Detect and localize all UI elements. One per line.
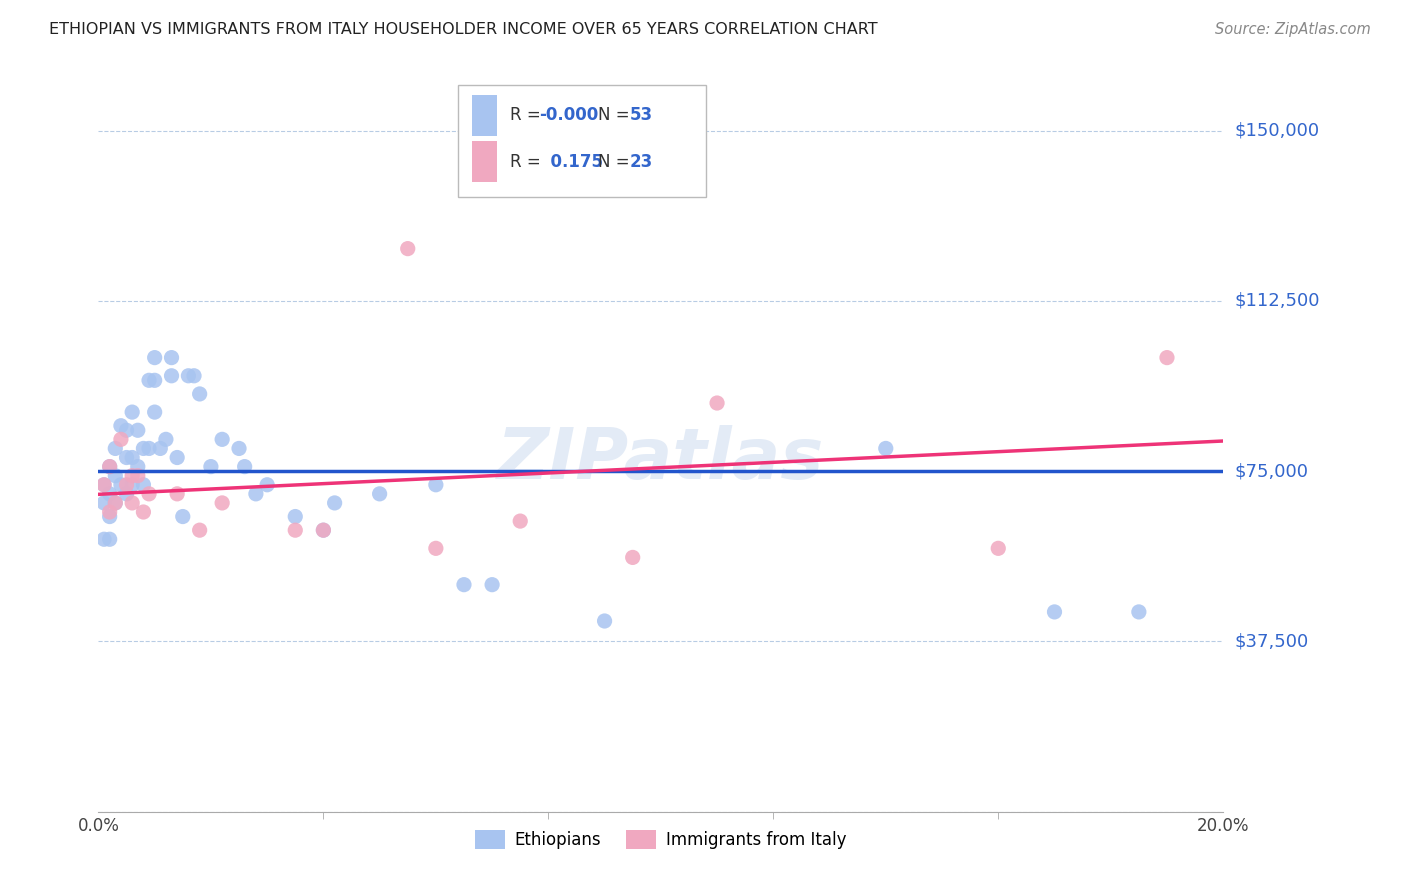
Point	[188, 523, 211, 537]
Point	[188, 387, 211, 401]
Point	[621, 550, 644, 565]
Point	[115, 423, 138, 437]
Point	[93, 496, 115, 510]
Point	[138, 487, 160, 501]
Point	[132, 505, 155, 519]
Text: $75,000: $75,000	[1234, 462, 1309, 480]
Point	[149, 442, 172, 456]
Text: ZIPatlas: ZIPatlas	[498, 425, 824, 494]
Text: $37,500: $37,500	[1234, 632, 1309, 650]
Point	[143, 351, 166, 365]
Point	[875, 442, 897, 456]
Point	[115, 450, 138, 465]
Point	[183, 368, 205, 383]
Point	[1156, 351, 1178, 365]
Point	[172, 509, 194, 524]
Point	[115, 477, 138, 491]
Point	[211, 496, 233, 510]
Text: 0.175: 0.175	[540, 153, 603, 170]
Point	[98, 509, 121, 524]
Point	[166, 487, 188, 501]
Point	[987, 541, 1010, 556]
Point	[93, 477, 115, 491]
Point	[155, 433, 177, 447]
Point	[110, 477, 132, 491]
Text: 53: 53	[630, 106, 652, 124]
Text: R =: R =	[510, 106, 546, 124]
Point	[127, 459, 149, 474]
Point	[138, 373, 160, 387]
Point	[211, 433, 233, 447]
Point	[98, 505, 121, 519]
Point	[93, 533, 115, 547]
Point	[110, 418, 132, 433]
Point	[98, 533, 121, 547]
Legend: Ethiopians, Immigrants from Italy: Ethiopians, Immigrants from Italy	[468, 823, 853, 855]
Point	[1128, 605, 1150, 619]
Text: 23: 23	[630, 153, 652, 170]
Point	[121, 468, 143, 483]
Point	[115, 487, 138, 501]
Point	[121, 477, 143, 491]
Point	[233, 459, 256, 474]
Text: $112,500: $112,500	[1234, 292, 1320, 310]
Text: ETHIOPIAN VS IMMIGRANTS FROM ITALY HOUSEHOLDER INCOME OVER 65 YEARS CORRELATION : ETHIOPIAN VS IMMIGRANTS FROM ITALY HOUSE…	[49, 22, 877, 37]
FancyBboxPatch shape	[472, 141, 496, 182]
Point	[509, 514, 531, 528]
Point	[425, 477, 447, 491]
Point	[104, 496, 127, 510]
Point	[228, 442, 250, 456]
Point	[143, 373, 166, 387]
Point	[104, 496, 127, 510]
Point	[323, 496, 346, 510]
Point	[166, 450, 188, 465]
Point	[98, 459, 121, 474]
Point	[177, 368, 200, 383]
Point	[312, 523, 335, 537]
Text: R =: R =	[510, 153, 546, 170]
Point	[127, 468, 149, 483]
Text: -0.000: -0.000	[540, 106, 599, 124]
Point	[284, 523, 307, 537]
Point	[98, 487, 121, 501]
Point	[104, 442, 127, 456]
Point	[256, 477, 278, 491]
Point	[481, 577, 503, 591]
FancyBboxPatch shape	[472, 95, 496, 136]
Point	[132, 477, 155, 491]
Point	[132, 442, 155, 456]
Point	[200, 459, 222, 474]
Point	[127, 423, 149, 437]
Point	[453, 577, 475, 591]
Point	[245, 487, 267, 501]
Point	[593, 614, 616, 628]
Point	[121, 496, 143, 510]
Point	[1043, 605, 1066, 619]
Point	[121, 450, 143, 465]
Point	[396, 242, 419, 256]
Point	[104, 468, 127, 483]
Point	[368, 487, 391, 501]
Point	[98, 459, 121, 474]
Point	[93, 477, 115, 491]
Point	[138, 442, 160, 456]
Point	[160, 368, 183, 383]
Text: $150,000: $150,000	[1234, 121, 1319, 139]
Point	[284, 509, 307, 524]
Text: N =: N =	[598, 106, 634, 124]
Point	[160, 351, 183, 365]
Text: N =: N =	[598, 153, 634, 170]
Point	[706, 396, 728, 410]
FancyBboxPatch shape	[458, 85, 706, 197]
Point	[110, 433, 132, 447]
Point	[312, 523, 335, 537]
Point	[121, 405, 143, 419]
Point	[143, 405, 166, 419]
Text: Source: ZipAtlas.com: Source: ZipAtlas.com	[1215, 22, 1371, 37]
Point	[425, 541, 447, 556]
